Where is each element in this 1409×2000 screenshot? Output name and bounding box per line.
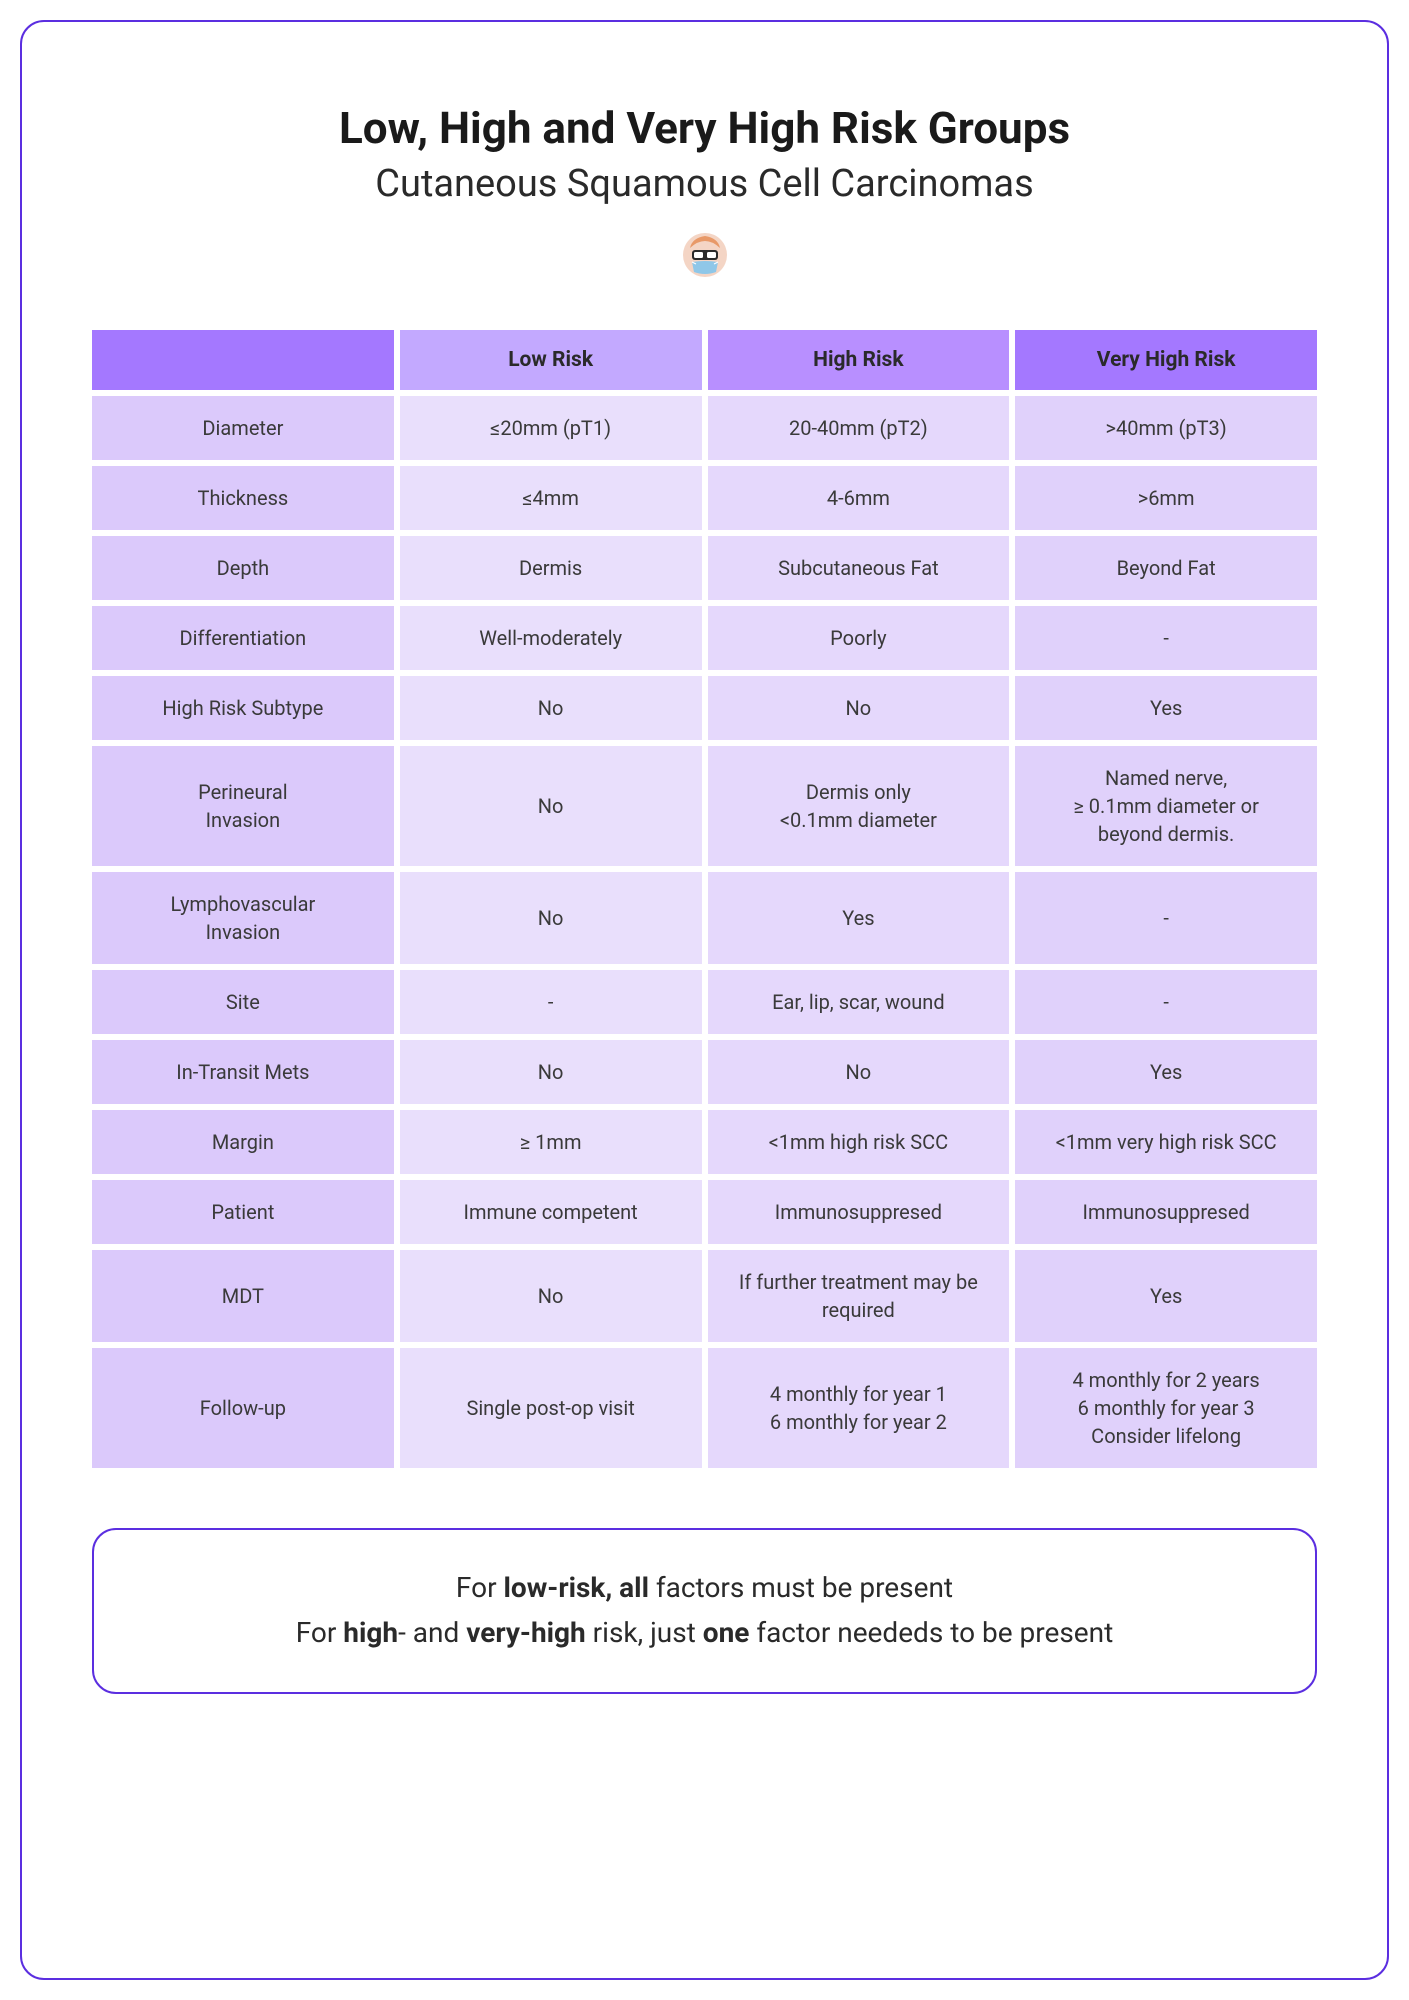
row-vhigh: Named nerve, ≥ 0.1mm diameter or beyond …	[1015, 746, 1317, 866]
risk-table: Low Risk High Risk Very High Risk Diamet…	[92, 330, 1317, 1468]
row-high: 20-40mm (pT2)	[708, 396, 1010, 460]
row-vhigh: Yes	[1015, 1250, 1317, 1342]
row-label: Patient	[92, 1180, 394, 1244]
row-label: Differentiation	[92, 606, 394, 670]
row-low: No	[400, 746, 702, 866]
row-low: -	[400, 970, 702, 1034]
row-label: In-Transit Mets	[92, 1040, 394, 1104]
row-high: Yes	[708, 872, 1010, 964]
row-vhigh: Beyond Fat	[1015, 536, 1317, 600]
row-label: High Risk Subtype	[92, 676, 394, 740]
avatar-icon	[680, 230, 730, 280]
main-container: Low, High and Very High Risk Groups Cuta…	[20, 20, 1389, 1980]
header-empty	[92, 330, 394, 390]
row-label: MDT	[92, 1250, 394, 1342]
row-label: Lymphovascular Invasion	[92, 872, 394, 964]
row-vhigh: >40mm (pT3)	[1015, 396, 1317, 460]
row-low: No	[400, 1250, 702, 1342]
note-line-1: For low-risk, all factors must be presen…	[134, 1566, 1275, 1611]
row-high: No	[708, 676, 1010, 740]
row-vhigh: Yes	[1015, 1040, 1317, 1104]
row-low: No	[400, 1040, 702, 1104]
row-label: Site	[92, 970, 394, 1034]
note-box: For low-risk, all factors must be presen…	[92, 1528, 1317, 1694]
row-vhigh: <1mm very high risk SCC	[1015, 1110, 1317, 1174]
row-vhigh: >6mm	[1015, 466, 1317, 530]
row-low: No	[400, 676, 702, 740]
row-low: ≤4mm	[400, 466, 702, 530]
row-high: <1mm high risk SCC	[708, 1110, 1010, 1174]
row-vhigh: -	[1015, 606, 1317, 670]
main-title: Low, High and Very High Risk Groups	[92, 102, 1317, 154]
row-high: Ear, lip, scar, wound	[708, 970, 1010, 1034]
row-label: Margin	[92, 1110, 394, 1174]
row-high: If further treatment may be required	[708, 1250, 1010, 1342]
row-vhigh: 4 monthly for 2 years 6 monthly for year…	[1015, 1348, 1317, 1468]
note-line-2: For high- and very-high risk, just one f…	[134, 1611, 1275, 1656]
title-section: Low, High and Very High Risk Groups Cuta…	[92, 102, 1317, 280]
subtitle: Cutaneous Squamous Cell Carcinomas	[92, 162, 1317, 206]
row-vhigh: Yes	[1015, 676, 1317, 740]
row-low: Immune competent	[400, 1180, 702, 1244]
row-label: Thickness	[92, 466, 394, 530]
row-high: Immunosuppresed	[708, 1180, 1010, 1244]
row-label: Follow-up	[92, 1348, 394, 1468]
row-label: Diameter	[92, 396, 394, 460]
row-low: No	[400, 872, 702, 964]
header-very-high-risk: Very High Risk	[1015, 330, 1317, 390]
row-label: Depth	[92, 536, 394, 600]
row-low: ≤20mm (pT1)	[400, 396, 702, 460]
row-high: Poorly	[708, 606, 1010, 670]
row-low: Dermis	[400, 536, 702, 600]
row-vhigh: -	[1015, 970, 1317, 1034]
row-high: 4-6mm	[708, 466, 1010, 530]
row-label: Perineural Invasion	[92, 746, 394, 866]
header-low-risk: Low Risk	[400, 330, 702, 390]
row-high: No	[708, 1040, 1010, 1104]
header-high-risk: High Risk	[708, 330, 1010, 390]
row-low: ≥ 1mm	[400, 1110, 702, 1174]
row-vhigh: -	[1015, 872, 1317, 964]
row-low: Well-moderately	[400, 606, 702, 670]
row-high: Subcutaneous Fat	[708, 536, 1010, 600]
row-high: Dermis only <0.1mm diameter	[708, 746, 1010, 866]
row-vhigh: Immunosuppresed	[1015, 1180, 1317, 1244]
row-low: Single post-op visit	[400, 1348, 702, 1468]
row-high: 4 monthly for year 1 6 monthly for year …	[708, 1348, 1010, 1468]
